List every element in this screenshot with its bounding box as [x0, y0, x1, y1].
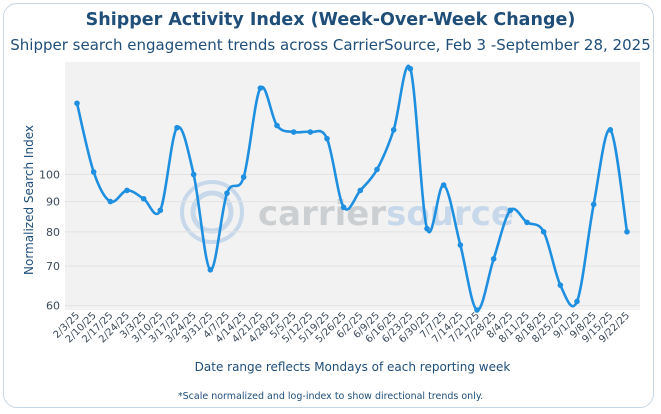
svg-text:carriersource: carriersource	[258, 194, 514, 234]
y-tick-label: 70	[46, 260, 60, 273]
plot-area	[65, 62, 640, 310]
data-point	[107, 198, 114, 205]
data-point	[374, 166, 380, 173]
data-point	[507, 207, 514, 214]
data-point	[474, 307, 480, 313]
data-point	[457, 242, 464, 248]
data-point	[124, 187, 130, 194]
data-point	[174, 124, 180, 131]
data-point	[207, 266, 214, 273]
data-point	[540, 229, 547, 235]
data-point	[590, 201, 597, 208]
y-tick-label: 90	[46, 196, 60, 209]
data-point	[440, 182, 447, 188]
data-point	[190, 171, 197, 178]
data-point	[90, 169, 97, 175]
y-tick-label: 100	[39, 169, 60, 182]
y-axis-title: Normalized Search Index	[22, 125, 36, 275]
chart-footnote: *Scale normalized and log-index to show …	[177, 391, 484, 402]
data-point	[424, 225, 430, 232]
data-point	[574, 298, 580, 305]
data-point	[257, 85, 264, 91]
chart-subtitle: Shipper search engagement trends across …	[10, 36, 651, 54]
data-point	[224, 190, 230, 196]
data-point	[290, 129, 297, 135]
data-point	[74, 100, 80, 107]
chart-title: Shipper Activity Index (Week-Over-Week C…	[85, 10, 576, 30]
data-point	[524, 219, 530, 226]
x-axis-title: Date range reflects Mondays of each repo…	[194, 360, 511, 374]
data-point	[607, 127, 614, 133]
data-point	[240, 174, 247, 180]
y-tick-label: 80	[46, 226, 60, 239]
data-point	[307, 129, 314, 135]
data-point	[324, 135, 330, 142]
data-point	[624, 229, 630, 235]
carriersource-watermark: carriersource	[180, 180, 514, 244]
data-point	[357, 187, 364, 194]
data-point	[157, 207, 164, 214]
data-point	[140, 195, 147, 202]
data-point	[490, 256, 497, 262]
y-tick-label: 60	[46, 300, 60, 313]
data-point	[557, 282, 564, 288]
data-point	[274, 122, 280, 129]
data-point	[390, 127, 397, 133]
data-point	[340, 204, 347, 211]
data-point	[407, 65, 414, 72]
